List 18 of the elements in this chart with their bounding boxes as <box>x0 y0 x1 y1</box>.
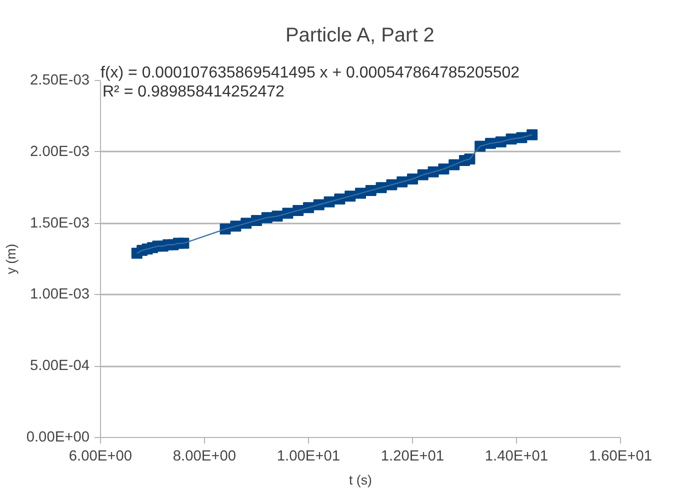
x-axis-title: t (s) <box>349 472 372 488</box>
point <box>526 129 538 140</box>
x-tick-label: 1.60E+01 <box>588 448 652 464</box>
y-tick-label: 5.00E-04 <box>30 358 90 374</box>
x-tick-label: 6.00E+00 <box>68 448 132 464</box>
x-tick-label: 1.20E+01 <box>380 448 444 464</box>
x-tick-label: 1.40E+01 <box>484 448 548 464</box>
y-tick-label: 2.00E-03 <box>30 144 90 160</box>
x-tick-label: 1.00E+01 <box>276 448 340 464</box>
annotation: f(x) = 0.000107635869541495 x + 0.000547864785205502 <box>100 64 520 82</box>
x-tick-label: 8.00E+00 <box>172 448 236 464</box>
y-tick-label: 2.50E-03 <box>30 72 90 88</box>
y-tick-label: 0.00E+00 <box>26 430 90 446</box>
y-tick-label: 1.00E-03 <box>30 286 90 303</box>
annotation: R² = 0.989858414252472 <box>102 84 285 100</box>
y-tick-label: 1.50E-03 <box>30 215 90 232</box>
chart-title: Particle A, Part 2 <box>285 24 434 46</box>
y-axis-title: y (m) <box>3 244 18 274</box>
